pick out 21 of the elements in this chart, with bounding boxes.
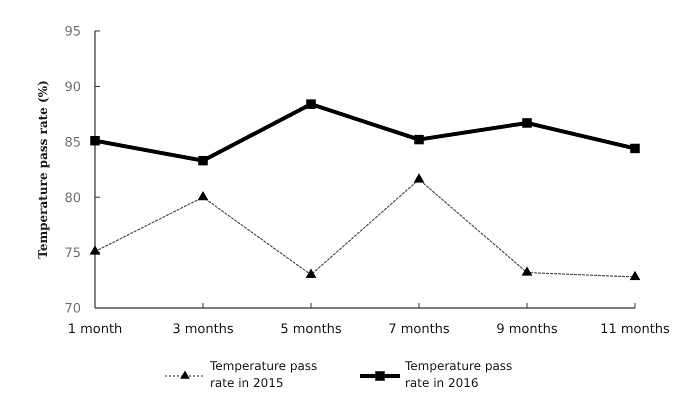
point (198, 156, 208, 166)
point (90, 136, 100, 146)
legend-label: Temperature pass rate in 2015 (209, 359, 318, 390)
x-tick-label: 5 months (280, 322, 342, 337)
x-tick-label: 3 months (172, 322, 234, 337)
point (630, 144, 640, 154)
point (414, 134, 424, 144)
x-tick-label: 9 months (496, 322, 558, 337)
y-tick-label: 75 (64, 246, 81, 262)
y-tick-label: 80 (64, 190, 81, 206)
y-tick-label: 85 (64, 135, 81, 150)
y-tick-label: 70 (64, 302, 81, 317)
y-tick-label: 90 (64, 80, 81, 95)
x-tick-label: 1 month (68, 322, 122, 337)
point (522, 118, 532, 128)
point (306, 99, 316, 109)
legend-label: Temperature pass rate in 2016 (404, 359, 512, 390)
x-tick-label: 7 months (388, 322, 450, 337)
y-axis-title: Temperature pass rate (%) (36, 80, 50, 259)
x-tick-label: 11 months (600, 322, 670, 337)
y-tick-label: 95 (64, 24, 81, 40)
